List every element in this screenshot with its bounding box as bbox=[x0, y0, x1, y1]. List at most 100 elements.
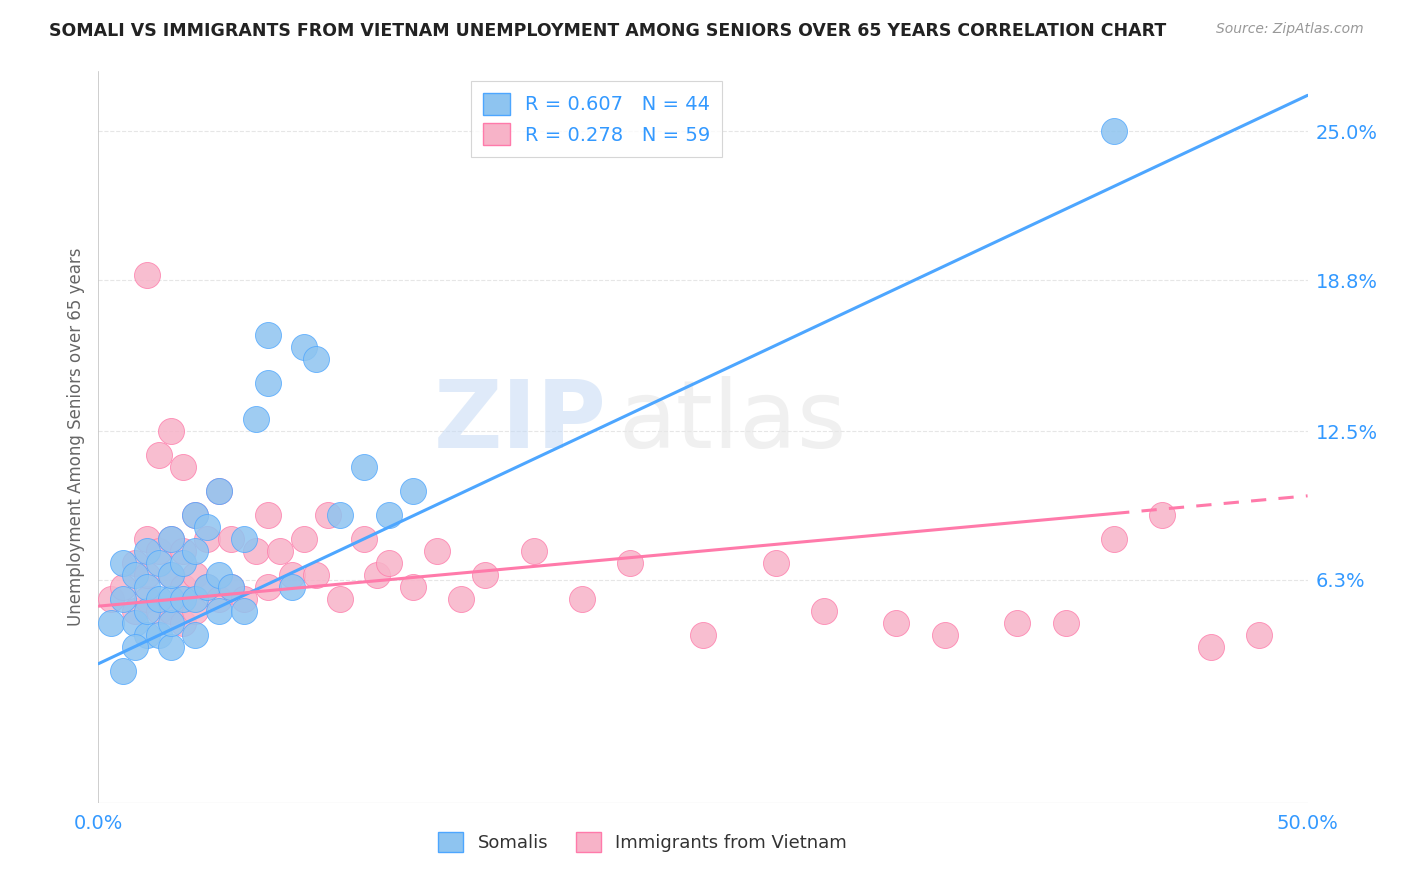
Point bbox=[329, 508, 352, 522]
Point bbox=[353, 460, 375, 475]
Point bbox=[100, 591, 122, 606]
Point bbox=[221, 580, 243, 594]
Point bbox=[886, 615, 908, 630]
Point bbox=[1199, 640, 1222, 654]
Point bbox=[316, 508, 339, 522]
Point bbox=[221, 532, 243, 546]
Point bbox=[172, 556, 194, 570]
Point bbox=[124, 568, 146, 582]
Point bbox=[208, 483, 231, 498]
Text: Source: ZipAtlas.com: Source: ZipAtlas.com bbox=[1216, 22, 1364, 37]
Point bbox=[184, 508, 207, 522]
Point bbox=[135, 604, 157, 618]
Point bbox=[1249, 628, 1271, 642]
Point bbox=[111, 664, 134, 678]
Point bbox=[1054, 615, 1077, 630]
Point bbox=[160, 604, 183, 618]
Point bbox=[135, 628, 157, 642]
Point bbox=[281, 580, 304, 594]
Point bbox=[184, 591, 207, 606]
Point bbox=[571, 591, 593, 606]
Point bbox=[813, 604, 835, 618]
Point bbox=[619, 556, 641, 570]
Point bbox=[281, 568, 304, 582]
Point bbox=[111, 580, 134, 594]
Point bbox=[366, 568, 388, 582]
Point bbox=[111, 591, 134, 606]
Point bbox=[135, 568, 157, 582]
Point bbox=[305, 352, 328, 367]
Point bbox=[692, 628, 714, 642]
Point bbox=[426, 544, 449, 558]
Text: ZIP: ZIP bbox=[433, 376, 606, 468]
Point bbox=[377, 508, 399, 522]
Point bbox=[221, 580, 243, 594]
Point bbox=[160, 615, 183, 630]
Point bbox=[269, 544, 291, 558]
Point bbox=[148, 448, 170, 462]
Point bbox=[135, 268, 157, 283]
Point bbox=[195, 580, 218, 594]
Point bbox=[1102, 532, 1125, 546]
Point bbox=[135, 544, 157, 558]
Point bbox=[232, 604, 254, 618]
Point bbox=[1152, 508, 1174, 522]
Point bbox=[184, 604, 207, 618]
Point bbox=[402, 580, 425, 594]
Point bbox=[160, 568, 183, 582]
Point bbox=[256, 580, 278, 594]
Point bbox=[124, 604, 146, 618]
Text: atlas: atlas bbox=[619, 376, 846, 468]
Point bbox=[377, 556, 399, 570]
Point bbox=[172, 591, 194, 606]
Point bbox=[124, 615, 146, 630]
Point bbox=[232, 532, 254, 546]
Point bbox=[292, 532, 315, 546]
Point bbox=[160, 568, 183, 582]
Point bbox=[353, 532, 375, 546]
Y-axis label: Unemployment Among Seniors over 65 years: Unemployment Among Seniors over 65 years bbox=[67, 248, 86, 626]
Point bbox=[305, 568, 328, 582]
Point bbox=[148, 556, 170, 570]
Point bbox=[245, 544, 267, 558]
Point bbox=[208, 483, 231, 498]
Point bbox=[124, 556, 146, 570]
Point bbox=[184, 568, 207, 582]
Point bbox=[160, 640, 183, 654]
Point bbox=[256, 508, 278, 522]
Point bbox=[111, 556, 134, 570]
Point bbox=[148, 628, 170, 642]
Point bbox=[208, 604, 231, 618]
Point bbox=[184, 508, 207, 522]
Point bbox=[450, 591, 472, 606]
Point bbox=[172, 460, 194, 475]
Point bbox=[135, 580, 157, 594]
Point bbox=[292, 340, 315, 354]
Point bbox=[184, 544, 207, 558]
Point bbox=[184, 628, 207, 642]
Point bbox=[256, 376, 278, 391]
Point bbox=[124, 640, 146, 654]
Point bbox=[172, 615, 194, 630]
Point bbox=[100, 615, 122, 630]
Point bbox=[765, 556, 787, 570]
Point bbox=[402, 483, 425, 498]
Point bbox=[148, 544, 170, 558]
Point bbox=[1007, 615, 1029, 630]
Point bbox=[232, 591, 254, 606]
Point bbox=[934, 628, 956, 642]
Point bbox=[256, 328, 278, 343]
Point bbox=[135, 591, 157, 606]
Point bbox=[135, 532, 157, 546]
Point bbox=[160, 591, 183, 606]
Point bbox=[208, 591, 231, 606]
Point bbox=[474, 568, 496, 582]
Point bbox=[148, 591, 170, 606]
Point bbox=[245, 412, 267, 426]
Point bbox=[208, 568, 231, 582]
Point bbox=[1102, 124, 1125, 138]
Point bbox=[148, 604, 170, 618]
Point bbox=[523, 544, 546, 558]
Point bbox=[160, 424, 183, 438]
Point bbox=[160, 532, 183, 546]
